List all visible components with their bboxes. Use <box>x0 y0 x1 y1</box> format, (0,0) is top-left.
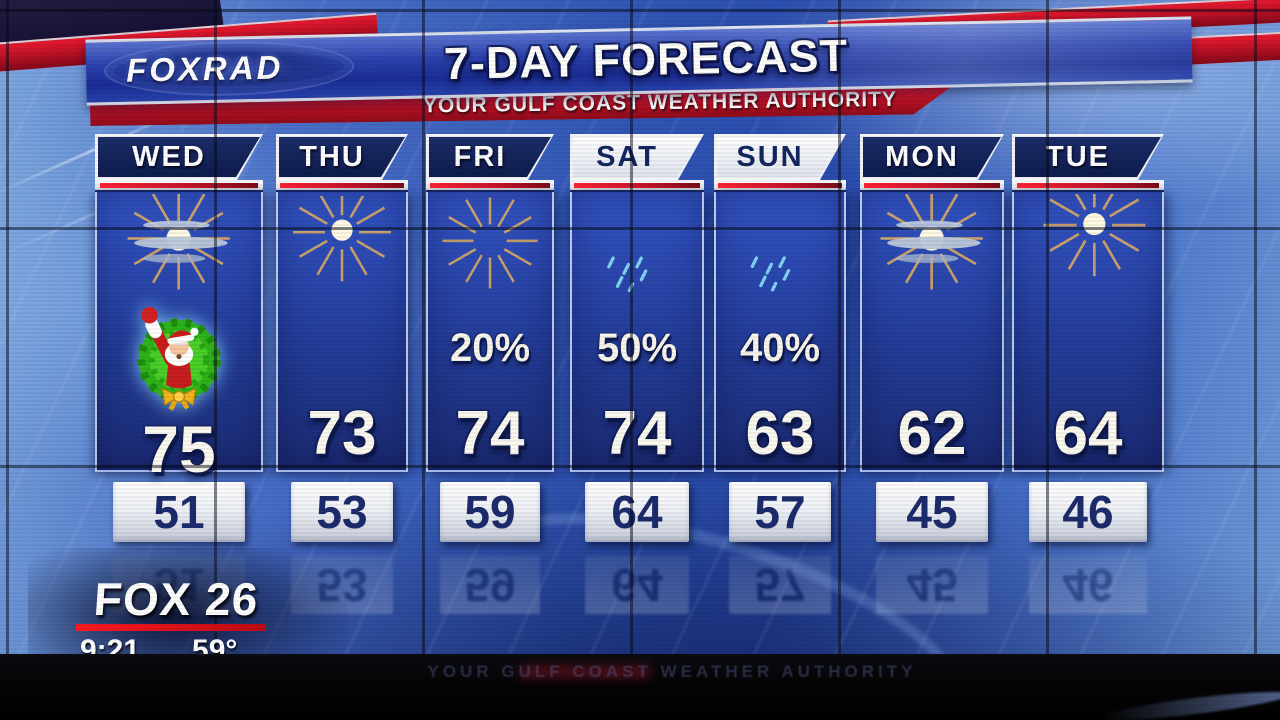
rain-cloud-icon <box>716 194 844 294</box>
forecast-column-wed: WED 75 51 <box>95 134 263 542</box>
banner-reflection-glow <box>520 666 650 678</box>
day-label-tab: WED <box>95 134 263 180</box>
forecast-column-thu: THU 73 53 <box>276 134 408 542</box>
day-label-tab: FRI <box>426 134 554 180</box>
low-temp-box: 64 <box>584 482 690 542</box>
forecast-panel: 64 <box>1012 192 1164 472</box>
wall-bezel <box>422 0 425 720</box>
wall-bezel <box>6 0 9 720</box>
high-temp: 75 <box>142 412 216 486</box>
day-label-tab: MON <box>860 134 1004 180</box>
foxrad-logo: FOXRAD <box>103 33 355 104</box>
low-temp-box: 59 <box>440 482 540 542</box>
day-label-tab: SAT <box>570 134 704 180</box>
forecast-panel: 73 <box>276 192 408 472</box>
low-temp-box: 51 <box>113 482 245 542</box>
wall-bezel <box>1254 0 1257 720</box>
forecast-column-sun: SUN 40% 63 57 <box>714 134 846 542</box>
day-label-tab: TUE <box>1012 134 1164 180</box>
high-temp: 62 <box>897 399 967 468</box>
low-temp: 45 <box>906 486 958 538</box>
forecast-column-mon: MON 62 45 <box>860 134 1004 542</box>
high-temp: 73 <box>307 399 377 468</box>
day-label-tab: THU <box>276 134 408 180</box>
forecast-column-sat: SAT 50% 74 64 <box>570 134 704 542</box>
logo-underline <box>76 624 266 631</box>
santa-wreath-icon <box>120 294 238 417</box>
high-temp: 74 <box>455 399 525 468</box>
precip-chance: 40% <box>739 325 821 370</box>
tab-underline <box>570 180 704 192</box>
tab-underline <box>276 180 408 192</box>
forecast-column-fri: FRI 20% 74 59 <box>426 134 554 542</box>
wall-bezel <box>214 0 217 720</box>
tab-underline <box>714 180 846 192</box>
low-temp: 64 <box>611 486 663 538</box>
foxrad-logo-text: FOXRAD <box>125 48 284 89</box>
low-temp-box: 53 <box>290 482 394 542</box>
precip-chance: 20% <box>449 325 531 370</box>
tab-underline <box>1012 180 1164 192</box>
low-temp: 57 <box>754 486 806 538</box>
wall-bezel <box>0 227 1280 230</box>
day-label: WED <box>98 137 260 177</box>
day-label: SUN <box>717 137 843 177</box>
tab-underline <box>95 180 263 192</box>
day-label: SAT <box>573 137 701 177</box>
low-temp-box: 57 <box>728 482 832 542</box>
bottom-band: YOUR GULF COAST WEATHER AUTHORITY <box>0 654 1280 720</box>
high-temp: 64 <box>1053 399 1123 468</box>
mostly-sunny-icon <box>865 194 998 294</box>
forecast-panel: 20% 74 <box>426 192 554 472</box>
forecast-panel: 40% 63 <box>714 192 846 472</box>
day-label: THU <box>279 137 405 177</box>
forecast-column-tue: TUE 64 46 <box>1012 134 1164 542</box>
high-temp: 74 <box>602 399 672 468</box>
station-logo: FOX 26 <box>92 573 261 625</box>
low-temp: 46 <box>1062 486 1114 538</box>
forecast-panel: 62 <box>860 192 1004 472</box>
precip-chance: 50% <box>596 325 678 370</box>
tab-underline <box>426 180 554 192</box>
low-temp: 51 <box>153 486 205 538</box>
partly-cloudy-icon <box>1021 194 1154 294</box>
tab-underline <box>860 180 1004 192</box>
low-temp: 53 <box>316 486 368 538</box>
rain-cloud-icon <box>572 194 702 294</box>
light-streak <box>1099 686 1280 720</box>
day-label: FRI <box>429 137 551 177</box>
wall-bezel <box>0 9 1280 12</box>
low-temp-box: 45 <box>875 482 989 542</box>
high-temp: 63 <box>745 399 815 468</box>
low-temp: 59 <box>464 486 516 538</box>
wall-bezel <box>838 0 841 720</box>
floor-reflection: 46 <box>1012 556 1164 624</box>
day-label: MON <box>863 137 1001 177</box>
day-label-tab: SUN <box>714 134 846 180</box>
wall-bezel <box>630 0 633 720</box>
page-title: 7-DAY FORECAST <box>443 29 849 90</box>
mostly-cloudy-sun-icon <box>428 194 552 294</box>
wall-bezel <box>1046 0 1049 720</box>
footer-ghost-text: YOUR GULF COAST WEATHER AUTHORITY <box>427 662 917 681</box>
forecast-panel: 75 <box>95 192 263 482</box>
day-label: TUE <box>1015 137 1161 177</box>
wall-bezel <box>0 465 1280 468</box>
sun-behind-clouds-icon <box>278 194 406 294</box>
mostly-sunny-icon <box>112 194 245 294</box>
forecast-panel: 50% 74 <box>570 192 704 472</box>
